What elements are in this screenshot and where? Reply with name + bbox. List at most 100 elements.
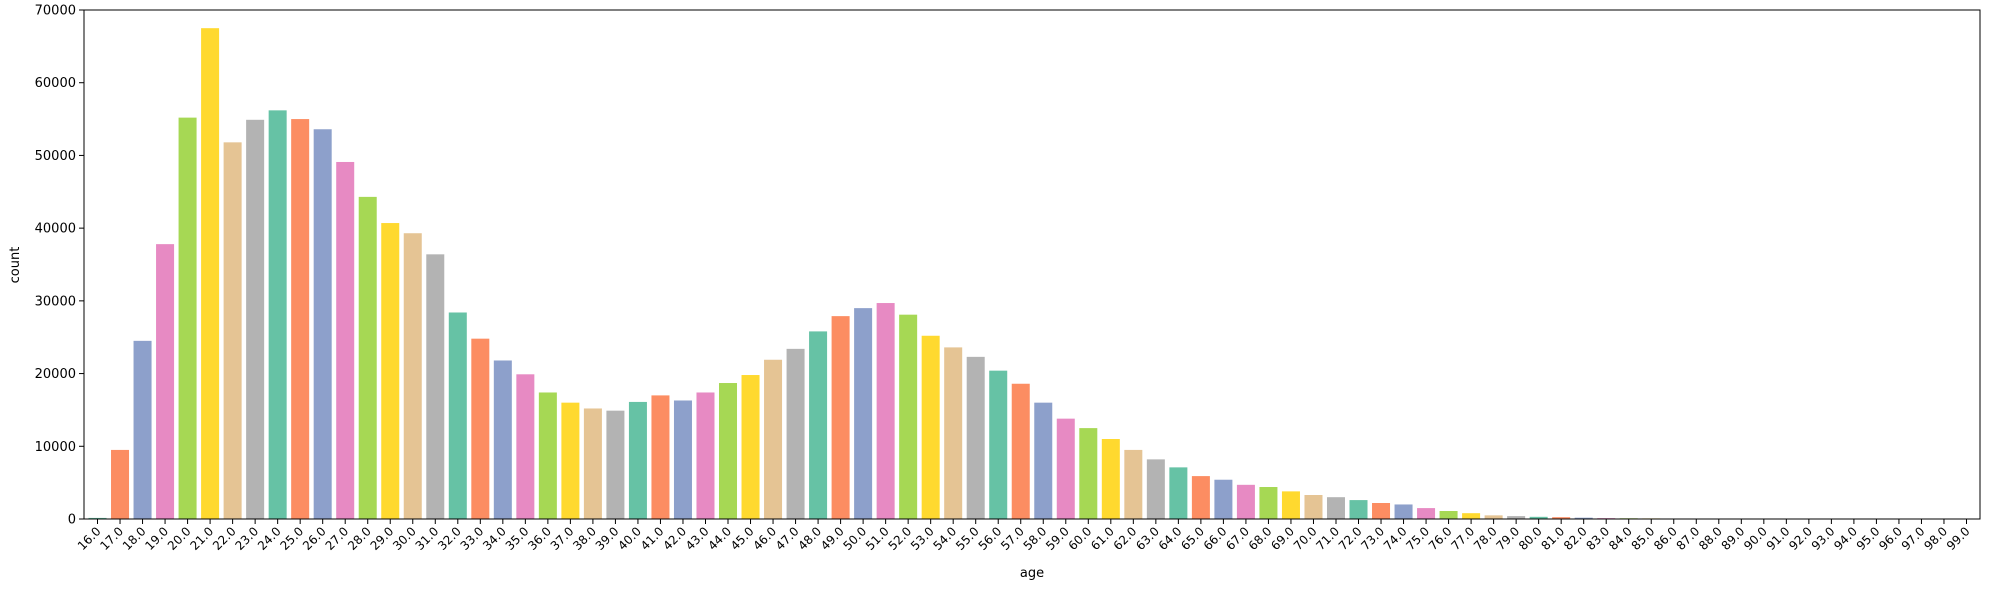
x-tick-label: 70.0 [1291, 524, 1320, 553]
x-tick-label: 30.0 [390, 524, 419, 553]
x-tick-label: 43.0 [683, 524, 712, 553]
x-tick-label: 96.0 [1876, 524, 1905, 553]
bar-age-42.0 [674, 400, 692, 519]
bar-age-64.0 [1169, 467, 1187, 519]
bar-age-56.0 [989, 371, 1007, 519]
bar-age-62.0 [1124, 450, 1142, 519]
x-tick-label: 23.0 [232, 524, 261, 553]
x-tick-label: 93.0 [1809, 524, 1838, 553]
x-tick-label: 26.0 [300, 524, 329, 553]
bar-age-78.0 [1485, 515, 1503, 519]
x-tick-label: 68.0 [1246, 524, 1275, 553]
bar-age-40.0 [629, 402, 647, 519]
bar-age-19.0 [156, 244, 174, 519]
bar-age-77.0 [1462, 513, 1480, 519]
x-tick-label: 76.0 [1426, 524, 1455, 553]
bar-age-22.0 [224, 142, 242, 519]
bar-age-37.0 [561, 403, 579, 519]
x-axis-label: age [1020, 566, 1044, 581]
x-tick-label: 35.0 [503, 524, 532, 553]
bar-age-29.0 [381, 223, 399, 519]
bar-age-17.0 [111, 450, 129, 519]
bar-age-35.0 [516, 374, 534, 519]
bar-age-72.0 [1350, 500, 1368, 519]
x-tick-label: 62.0 [1111, 524, 1140, 553]
x-tick-label: 77.0 [1448, 524, 1477, 553]
x-tick-label: 17.0 [97, 524, 126, 553]
y-tick-label: 60000 [35, 76, 76, 91]
y-tick-label: 20000 [35, 367, 76, 382]
x-tick-label: 31.0 [413, 524, 442, 553]
x-tick-label: 63.0 [1133, 524, 1162, 553]
bar-age-46.0 [764, 360, 782, 519]
x-tick-label: 55.0 [953, 524, 982, 553]
x-tick-label: 97.0 [1899, 524, 1928, 553]
x-tick-label: 41.0 [638, 524, 667, 553]
bar-age-50.0 [854, 308, 872, 519]
bar-age-34.0 [494, 360, 512, 519]
x-tick-label: 89.0 [1719, 524, 1748, 553]
bar-age-63.0 [1147, 459, 1165, 519]
bar-age-21.0 [201, 28, 219, 519]
x-tick-label: 86.0 [1651, 524, 1680, 553]
x-tick-label: 59.0 [1043, 524, 1072, 553]
x-tick-label: 44.0 [705, 524, 734, 553]
x-tick-label: 21.0 [187, 524, 216, 553]
x-tick-label: 50.0 [840, 524, 869, 553]
y-tick-label: 70000 [35, 4, 76, 19]
x-tick-label: 33.0 [458, 524, 487, 553]
bar-age-52.0 [899, 315, 917, 519]
x-tick-label: 52.0 [885, 524, 914, 553]
x-tick-label: 58.0 [1021, 524, 1050, 553]
x-tick-label: 91.0 [1764, 524, 1793, 553]
x-tick-label: 53.0 [908, 524, 937, 553]
bar-age-57.0 [1012, 384, 1030, 519]
bar-age-26.0 [314, 129, 332, 519]
bar-age-32.0 [449, 312, 467, 519]
x-tick-label: 56.0 [976, 524, 1005, 553]
bar-age-18.0 [134, 341, 152, 519]
y-tick-label: 10000 [35, 440, 76, 455]
x-tick-label: 66.0 [1201, 524, 1230, 553]
x-tick-label: 95.0 [1854, 524, 1883, 553]
bar-age-65.0 [1192, 476, 1210, 519]
x-tick-label: 80.0 [1516, 524, 1545, 553]
y-tick-label: 50000 [35, 149, 76, 164]
x-tick-label: 51.0 [863, 524, 892, 553]
x-tick-label: 27.0 [323, 524, 352, 553]
bar-age-49.0 [832, 316, 850, 519]
x-tick-label: 57.0 [998, 524, 1027, 553]
bar-age-45.0 [742, 375, 760, 519]
bar-age-39.0 [606, 411, 624, 519]
x-tick-label: 78.0 [1471, 524, 1500, 553]
x-tick-label: 98.0 [1921, 524, 1950, 553]
bar-age-74.0 [1395, 504, 1413, 519]
x-tick-label: 24.0 [255, 524, 284, 553]
bar-age-20.0 [179, 118, 197, 519]
bar-age-59.0 [1057, 419, 1075, 519]
x-tick-label: 85.0 [1629, 524, 1658, 553]
bar-age-66.0 [1214, 480, 1232, 519]
x-tick-label: 22.0 [210, 524, 239, 553]
x-tick-label: 75.0 [1403, 524, 1432, 553]
x-tick-label: 79.0 [1493, 524, 1522, 553]
x-tick-label: 45.0 [728, 524, 757, 553]
bar-age-75.0 [1417, 508, 1435, 519]
x-tick-label: 19.0 [142, 524, 171, 553]
x-tick-label: 36.0 [525, 524, 554, 553]
x-tick-label: 16.0 [75, 524, 104, 553]
x-tick-label: 28.0 [345, 524, 374, 553]
bar-age-33.0 [471, 339, 489, 519]
x-tick-label: 54.0 [931, 524, 960, 553]
bar-age-58.0 [1034, 403, 1052, 519]
x-tick-label: 37.0 [548, 524, 577, 553]
bar-age-25.0 [291, 119, 309, 519]
x-tick-label: 29.0 [368, 524, 397, 553]
bar-age-43.0 [696, 392, 714, 519]
x-tick-label: 73.0 [1358, 524, 1387, 553]
bar-age-38.0 [584, 408, 602, 519]
bar-age-27.0 [336, 162, 354, 519]
bar-age-51.0 [877, 303, 895, 519]
x-tick-label: 88.0 [1696, 524, 1725, 553]
